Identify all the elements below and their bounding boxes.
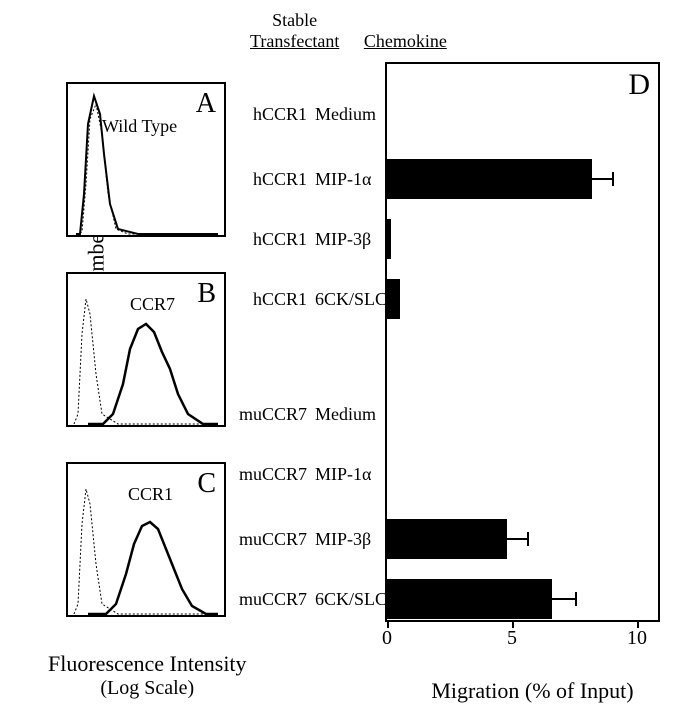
facs-panel-b: B CCR7: [66, 272, 226, 427]
row-chemokine-label: MIP-3β: [315, 529, 387, 550]
error-bar: [592, 178, 612, 180]
facs-panel-a: A Wild Type: [66, 82, 226, 237]
facs-x-axis-line1: Fluorescence Intensity: [48, 651, 247, 676]
bar-rect: [387, 159, 592, 199]
error-cap: [575, 592, 577, 606]
row-chemokine-label: Medium: [315, 104, 387, 125]
row-chemokine-label: 6CK/SLC: [315, 589, 387, 610]
row-transfectant-label: muCCR7: [237, 589, 307, 610]
panel-letter: A: [196, 88, 216, 120]
header-chemokine: Chemokine: [364, 13, 447, 52]
error-cap: [527, 532, 529, 546]
bar-plot-area: D hCCR1MediumhCCR1MIP-1αhCCR1MIP-3βhCCR1…: [385, 62, 660, 622]
bar-rect: [387, 219, 391, 259]
bar-x-axis-title: Migration (% of Input): [385, 678, 680, 704]
row-chemokine-label: MIP-3β: [315, 229, 387, 250]
row-transfectant-label: hCCR1: [237, 169, 307, 190]
x-tick-label: 5: [507, 627, 517, 650]
row-transfectant-label: muCCR7: [237, 464, 307, 485]
error-bar: [552, 598, 575, 600]
header-transfectant-line2: Transfectant: [250, 31, 339, 52]
row-chemokine-label: Medium: [315, 404, 387, 425]
row-transfectant-label: hCCR1: [237, 289, 307, 310]
row-chemokine-label: MIP-1α: [315, 169, 387, 190]
panel-label: CCR1: [128, 484, 173, 505]
row-transfectant-label: muCCR7: [237, 529, 307, 550]
bar-rect: [387, 519, 507, 559]
row-chemokine-label: MIP-1α: [315, 464, 387, 485]
figure-root: Relative Cell Number Stable Transfectant…: [10, 10, 689, 710]
panel-letter: B: [197, 278, 216, 310]
header-chemokine-text: Chemokine: [364, 31, 447, 52]
panel-label: CCR7: [130, 294, 175, 315]
x-tick-label: 10: [627, 627, 647, 650]
error-cap: [612, 172, 614, 186]
row-chemokine-label: 6CK/SLC: [315, 289, 387, 310]
header-transfectant-line1: Stable: [250, 10, 339, 31]
facs-panel-c: C CCR1: [66, 462, 226, 617]
row-transfectant-label: muCCR7: [237, 404, 307, 425]
bar-rect: [387, 579, 552, 619]
bar-chart-panel-d: D hCCR1MediumhCCR1MIP-1αhCCR1MIP-3βhCCR1…: [385, 62, 680, 642]
bar-rect: [387, 279, 400, 319]
x-tick-label: 0: [382, 627, 392, 650]
facs-x-axis-label: Fluorescence Intensity (Log Scale): [48, 651, 247, 700]
header-transfectant: Stable Transfectant: [250, 10, 339, 52]
column-headers: Stable Transfectant Chemokine: [240, 10, 457, 52]
panel-label: Wild Type: [102, 116, 177, 137]
panel-letter: C: [197, 468, 216, 500]
facs-x-axis-line2: (Log Scale): [48, 677, 247, 700]
row-transfectant-label: hCCR1: [237, 104, 307, 125]
panel-letter-d: D: [628, 68, 650, 102]
error-bar: [507, 538, 527, 540]
row-transfectant-label: hCCR1: [237, 229, 307, 250]
